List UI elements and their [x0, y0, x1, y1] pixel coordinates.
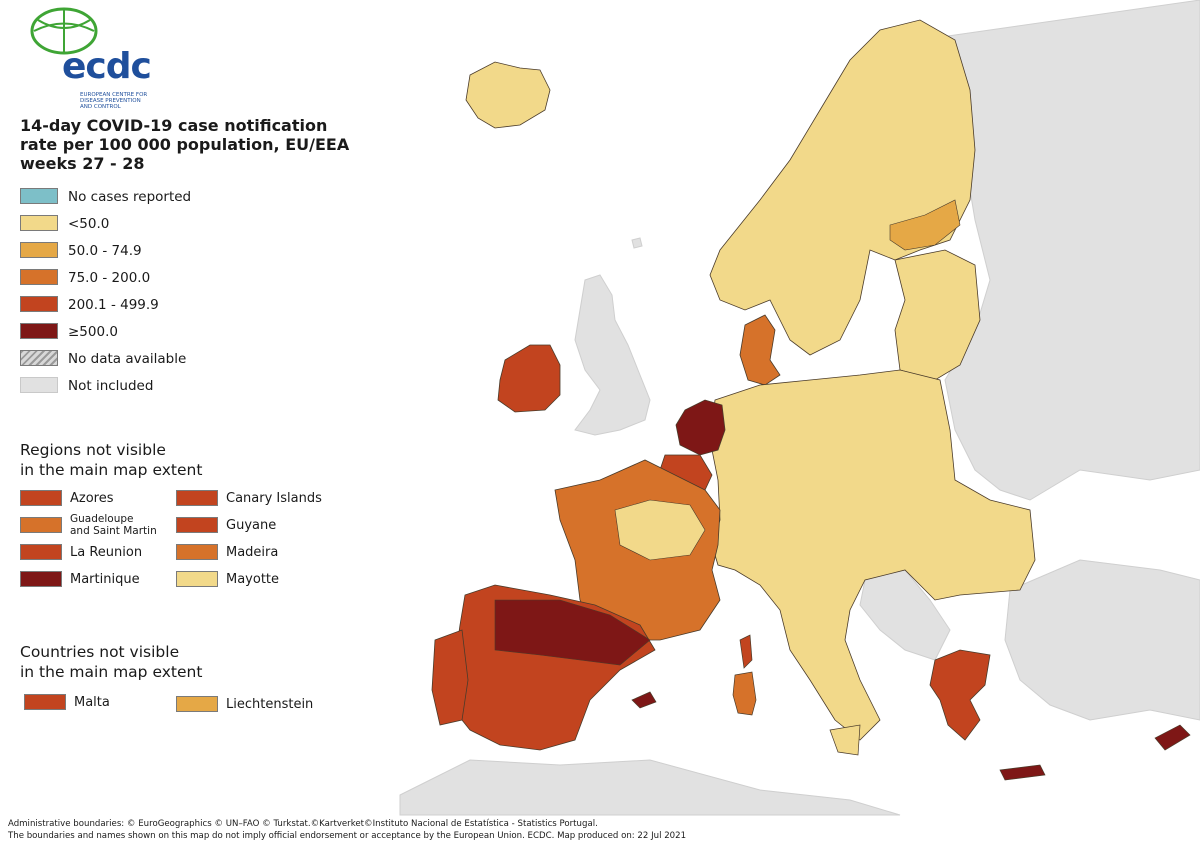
ecdc-logo: ecdc EUROPEAN CENTRE FOR DISEASE PREVENT…	[20, 6, 152, 110]
map-title: 14-day COVID-19 case notification rate p…	[20, 116, 350, 173]
footer-line-1: Administrative boundaries: © EuroGeograp…	[8, 819, 598, 829]
legend-swatch	[20, 242, 58, 258]
region-label-line-1: Guadeloupe	[70, 513, 134, 525]
countries-title-line-1: Countries not visible	[20, 643, 180, 661]
region-central-europe	[709, 369, 1036, 741]
region-france-centre	[614, 499, 706, 561]
country-label: Liechtenstein	[226, 697, 314, 712]
region-label: Azores	[70, 491, 114, 506]
legend-label: No cases reported	[68, 189, 192, 205]
legend-label: 200.1 - 499.9	[68, 297, 159, 313]
legend-swatch	[20, 296, 58, 312]
region-swatch	[20, 571, 62, 587]
footer-line-2: The boundaries and names shown on this m…	[8, 831, 687, 841]
region-swatch	[20, 517, 62, 533]
legend-label: ≥500.0	[68, 324, 118, 340]
title-line-3: weeks 27 - 28	[20, 154, 145, 173]
title-line-1: 14-day COVID-19 case notification	[20, 116, 328, 135]
legend-swatch	[20, 215, 58, 231]
region-swatch	[176, 544, 218, 560]
region-swatch	[176, 571, 218, 587]
region-sardinia	[732, 671, 757, 716]
countries-section-title: Countries not visible in the main map ex…	[20, 642, 280, 682]
legend-swatch	[20, 188, 58, 204]
region-greece	[929, 649, 991, 741]
globe-icon	[30, 7, 98, 55]
region-portugal	[431, 629, 469, 726]
regions-title-line-1: Regions not visible	[20, 441, 166, 459]
title-line-2: rate per 100 000 population, EU/EEA	[20, 135, 350, 154]
region-label: Martinique	[70, 572, 140, 587]
region-label-line-2: and Saint Martin	[70, 525, 157, 537]
region-label: Mayotte	[226, 572, 280, 587]
footer-credits: Administrative boundaries: © EuroGeograp…	[8, 818, 686, 842]
region-denmark	[739, 314, 781, 386]
region-label: Canary Islands	[226, 491, 322, 506]
region-spain-centre	[494, 599, 651, 666]
region-corsica	[739, 634, 753, 669]
region-label: Madeira	[226, 545, 279, 560]
legend-label: <50.0	[68, 216, 110, 232]
legend-label: 50.0 - 74.9	[68, 243, 142, 259]
country-label: Malta	[74, 695, 110, 710]
countries-title-line-2: in the main map extent	[20, 663, 203, 681]
region-ireland	[497, 344, 561, 413]
region-swatch	[176, 517, 218, 533]
not-included-land	[399, 0, 1200, 816]
region-cyprus	[1154, 724, 1191, 751]
region-swatch	[20, 544, 62, 560]
legend-swatch	[20, 377, 58, 393]
region-label: Guadeloupe and Saint Martin	[70, 513, 157, 537]
region-swatch	[20, 490, 62, 506]
legend-label: Not included	[68, 378, 154, 394]
region-iceland	[465, 61, 551, 129]
legend-swatch	[20, 350, 58, 366]
region-balearic	[631, 691, 657, 709]
legend-swatch	[20, 323, 58, 339]
region-label: La Reunion	[70, 545, 143, 560]
regions-section-title: Regions not visible in the main map exte…	[20, 440, 280, 480]
legend-label: No data available	[68, 351, 187, 367]
region-label: Guyane	[226, 518, 277, 533]
country-swatch	[176, 696, 218, 712]
legend-swatch	[20, 269, 58, 285]
logo-text: ecdc	[62, 46, 152, 87]
region-finland-south	[889, 199, 961, 251]
region-swatch	[176, 490, 218, 506]
logo-subtitle: EUROPEAN CENTRE FOR DISEASE PREVENTION A…	[80, 92, 148, 110]
region-baltics	[894, 249, 981, 381]
country-swatch	[24, 694, 66, 710]
regions-title-line-2: in the main map extent	[20, 461, 203, 479]
region-sicily	[829, 724, 861, 756]
region-crete	[999, 764, 1046, 781]
region-benelux	[675, 399, 726, 456]
legend-label: 75.0 - 200.0	[68, 270, 151, 286]
